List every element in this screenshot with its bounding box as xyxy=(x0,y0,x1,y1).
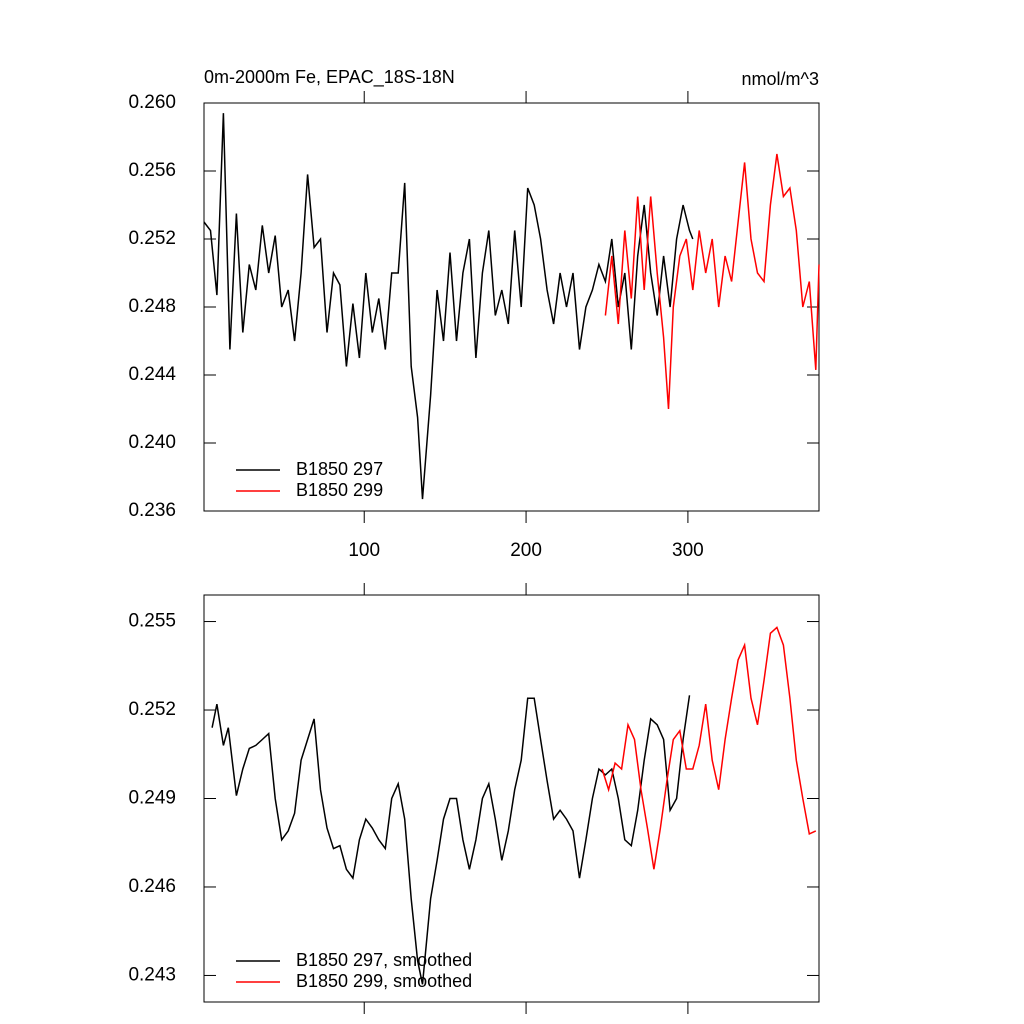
y-tick-label: 0.252 xyxy=(128,699,176,720)
x-tick-label: 200 xyxy=(510,540,542,561)
x-tick-label: 300 xyxy=(672,540,704,561)
legend-label: B1850 299, smoothed xyxy=(296,971,472,991)
legend-label: B1850 299 xyxy=(296,480,383,500)
y-tick-label: 0.246 xyxy=(128,876,176,897)
y-tick-label: 0.243 xyxy=(128,964,176,985)
legend-label: B1850 297 xyxy=(296,459,383,479)
series-line xyxy=(203,113,694,500)
y-tick-label: 0.236 xyxy=(128,500,176,521)
chart-units: nmol/m^3 xyxy=(742,69,819,89)
plot-frame xyxy=(203,102,820,512)
y-tick-label: 0.249 xyxy=(128,788,176,809)
y-tick-label: 0.256 xyxy=(128,160,176,181)
y-tick-label: 0.252 xyxy=(128,228,176,249)
y-tick-label: 0.248 xyxy=(128,296,176,317)
y-tick-label: 0.240 xyxy=(128,432,176,453)
y-tick-label: 0.255 xyxy=(128,611,176,632)
series-line xyxy=(604,153,820,410)
y-tick-label: 0.244 xyxy=(128,364,176,385)
series-line xyxy=(211,695,691,985)
legend-label: B1850 297, smoothed xyxy=(296,950,472,970)
series-line xyxy=(601,626,817,870)
y-tick-label: 0.260 xyxy=(128,92,176,113)
x-tick-label: 100 xyxy=(348,540,380,561)
chart-title: 0m-2000m Fe, EPAC_18S-18N xyxy=(204,67,455,88)
